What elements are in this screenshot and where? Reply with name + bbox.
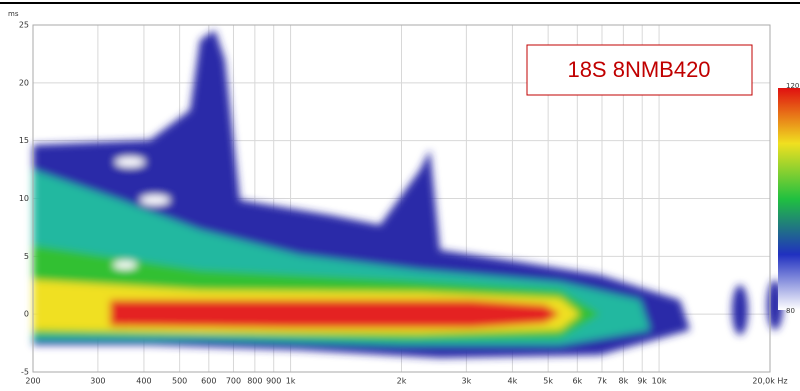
x-tick-label: 4k [508,377,518,386]
x-tick-label: 20,0k Hz [752,377,787,386]
x-tick-label: 7k [597,377,607,386]
x-tick-label: 6k [572,377,582,386]
x-tick-label: 10k [652,377,667,386]
y-tick-label: 20 [19,78,29,87]
x-tick-label: 8k [618,377,628,386]
annotation-box [526,44,753,96]
y-tick-label: 0 [24,310,29,319]
y-tick-label: -5 [21,368,29,377]
x-tick-label: 500 [172,377,187,386]
y-tick-label: 5 [24,252,29,261]
x-tick-label: 3k [462,377,472,386]
y-tick-label: 10 [19,194,29,203]
annotation: 18S 8NMB420 [567,57,710,82]
x-tick-label: 2k [397,377,407,386]
heatmap-blob [732,285,748,335]
colorbar [778,88,800,310]
y-axis-label: ms [8,10,19,18]
x-tick-label: 300 [90,377,105,386]
x-tick-label: 600 [201,377,216,386]
x-tick-label: 1k [286,377,296,386]
heatmap [33,30,783,358]
y-tick-label: 15 [19,136,29,145]
x-tick-label: 800 [247,377,262,386]
colorbar-label: 80 [786,307,795,315]
colorbar-label: 120 [786,82,799,90]
x-tick-label: 700 [226,377,241,386]
heatmap-hole [115,157,145,167]
plot-frame [32,24,771,373]
heatmap-hole [113,261,137,269]
x-tick-label: 200 [25,377,40,386]
x-tick-label: 900 [266,377,281,386]
heatmap-hole [140,195,170,205]
x-tick-label: 9k [637,377,647,386]
x-tick-label: 400 [136,377,151,386]
x-tick-label: 5k [543,377,553,386]
y-tick-label: 25 [19,21,29,30]
heatmap-red [110,300,560,328]
